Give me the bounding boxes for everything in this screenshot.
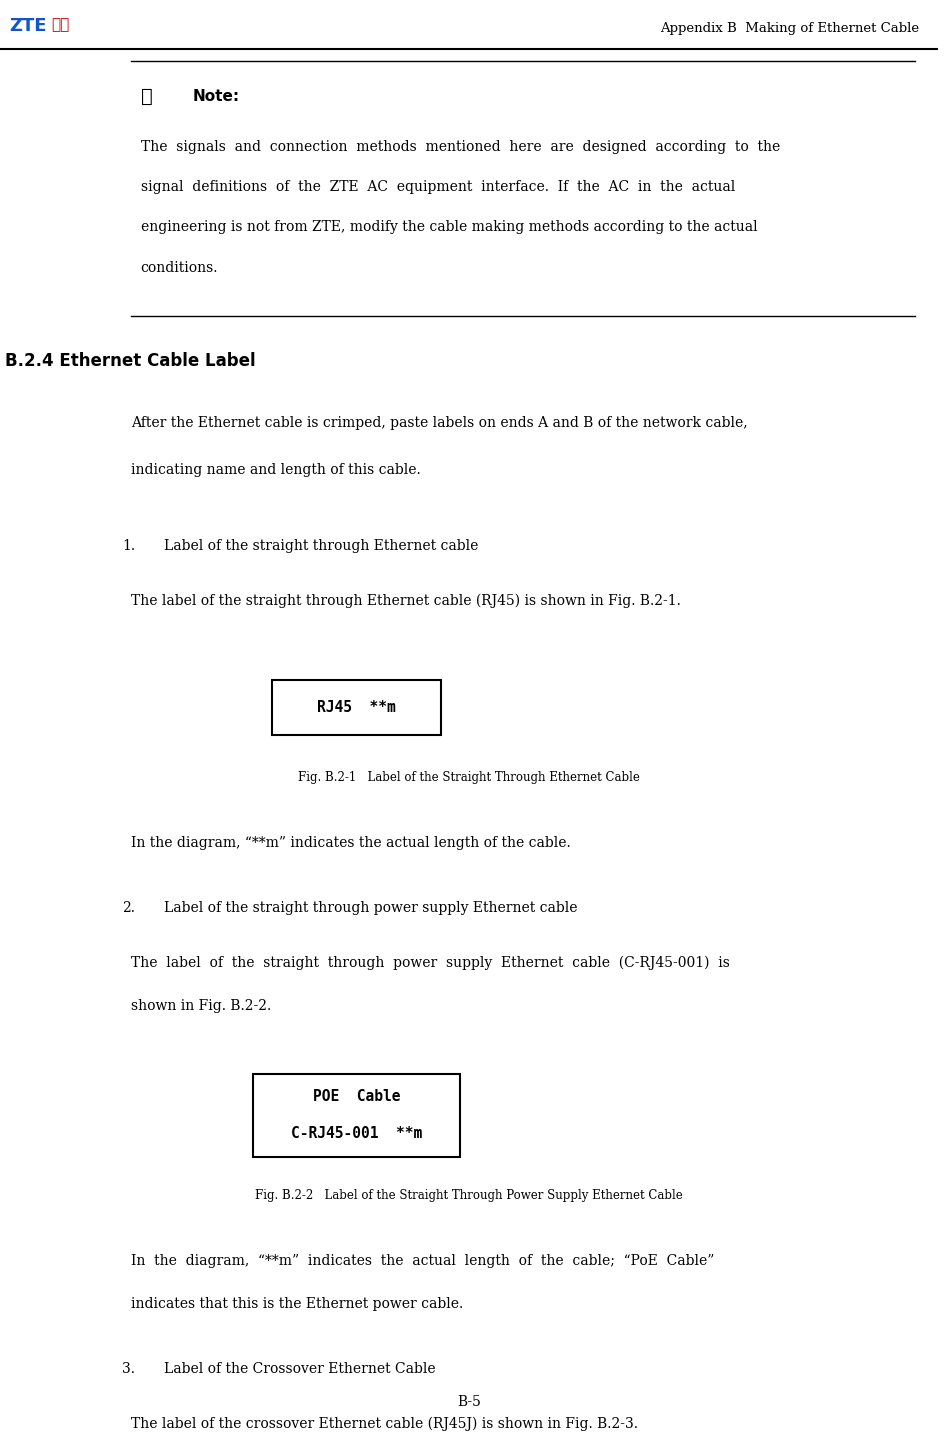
- Text: Appendix B  Making of Ethernet Cable: Appendix B Making of Ethernet Cable: [660, 22, 920, 35]
- Text: 3.: 3.: [122, 1362, 135, 1376]
- Text: RJ45  **m: RJ45 **m: [317, 700, 396, 715]
- Text: 中兴: 中兴: [51, 17, 69, 32]
- Text: 1.: 1.: [122, 539, 135, 553]
- Text: conditions.: conditions.: [141, 261, 218, 275]
- Text: B-5: B-5: [457, 1395, 481, 1409]
- Text: Label of the straight through power supply Ethernet cable: Label of the straight through power supp…: [165, 901, 577, 915]
- Text: indicating name and length of this cable.: indicating name and length of this cable…: [131, 463, 421, 477]
- Text: In the diagram, “**m” indicates the actual length of the cable.: In the diagram, “**m” indicates the actu…: [131, 836, 572, 850]
- Text: In  the  diagram,  “**m”  indicates  the  actual  length  of  the  cable;  “PoE : In the diagram, “**m” indicates the actu…: [131, 1254, 715, 1268]
- Text: The  signals  and  connection  methods  mentioned  here  are  designed  accordin: The signals and connection methods menti…: [141, 140, 780, 154]
- Text: Label of the Crossover Ethernet Cable: Label of the Crossover Ethernet Cable: [165, 1362, 436, 1376]
- Text: Label of the straight through Ethernet cable: Label of the straight through Ethernet c…: [165, 539, 478, 553]
- Text: C-RJ45-001  **m: C-RJ45-001 **m: [291, 1127, 422, 1141]
- Text: Note:: Note:: [192, 89, 240, 104]
- FancyBboxPatch shape: [253, 1074, 459, 1157]
- Text: shown in Fig. B.2-2.: shown in Fig. B.2-2.: [131, 999, 272, 1013]
- Text: 2.: 2.: [122, 901, 135, 915]
- Text: 📖: 📖: [141, 86, 152, 107]
- Text: After the Ethernet cable is crimped, paste labels on ends A and B of the network: After the Ethernet cable is crimped, pas…: [131, 416, 748, 431]
- Text: POE  Cable: POE Cable: [313, 1089, 400, 1104]
- Text: Fig. B.2-1   Label of the Straight Through Ethernet Cable: Fig. B.2-1 Label of the Straight Through…: [299, 771, 640, 784]
- Text: The label of the straight through Ethernet cable (RJ45) is shown in Fig. B.2-1.: The label of the straight through Ethern…: [131, 594, 681, 608]
- Text: The  label  of  the  straight  through  power  supply  Ethernet  cable  (C-RJ45-: The label of the straight through power …: [131, 955, 730, 970]
- FancyBboxPatch shape: [272, 680, 441, 735]
- Text: Fig. B.2-2   Label of the Straight Through Power Supply Ethernet Cable: Fig. B.2-2 Label of the Straight Through…: [255, 1189, 683, 1202]
- Text: engineering is not from ZTE, modify the cable making methods according to the ac: engineering is not from ZTE, modify the …: [141, 220, 757, 235]
- Text: B.2.4 Ethernet Cable Label: B.2.4 Ethernet Cable Label: [5, 352, 255, 369]
- Text: ZTE: ZTE: [10, 17, 47, 35]
- Text: The label of the crossover Ethernet cable (RJ45J) is shown in Fig. B.2-3.: The label of the crossover Ethernet cabl…: [131, 1417, 638, 1431]
- Text: signal  definitions  of  the  ZTE  AC  equipment  interface.  If  the  AC  in  t: signal definitions of the ZTE AC equipme…: [141, 180, 735, 195]
- Text: indicates that this is the Ethernet power cable.: indicates that this is the Ethernet powe…: [131, 1297, 463, 1311]
